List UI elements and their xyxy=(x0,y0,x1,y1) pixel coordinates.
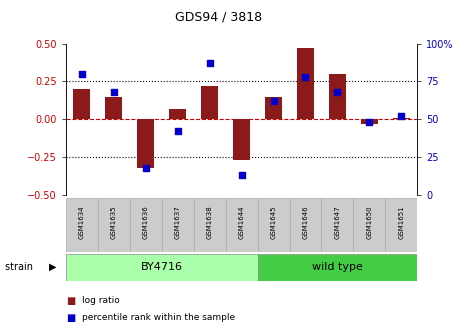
Point xyxy=(142,165,149,170)
Point xyxy=(366,120,373,125)
Bar xyxy=(194,198,226,252)
Bar xyxy=(265,97,282,119)
Bar xyxy=(386,198,417,252)
Point xyxy=(238,173,245,178)
Bar xyxy=(129,198,162,252)
Point xyxy=(398,114,405,119)
Bar xyxy=(137,119,154,168)
Text: ■: ■ xyxy=(66,296,75,306)
Bar xyxy=(289,198,321,252)
Text: GSM1637: GSM1637 xyxy=(174,206,181,239)
Bar xyxy=(66,198,98,252)
Bar xyxy=(354,198,386,252)
Text: GSM1638: GSM1638 xyxy=(206,206,212,239)
Text: ▶: ▶ xyxy=(49,262,56,272)
Point xyxy=(302,74,309,80)
Bar xyxy=(105,97,122,119)
Text: BY4716: BY4716 xyxy=(141,262,182,272)
Text: ■: ■ xyxy=(66,312,75,323)
Point xyxy=(174,129,182,134)
Bar xyxy=(169,109,186,119)
Point xyxy=(334,89,341,95)
Text: percentile rank within the sample: percentile rank within the sample xyxy=(82,313,235,322)
Text: log ratio: log ratio xyxy=(82,296,120,305)
Text: GDS94 / 3818: GDS94 / 3818 xyxy=(174,10,262,24)
Bar xyxy=(329,74,346,119)
Bar xyxy=(226,198,257,252)
Bar xyxy=(257,254,417,281)
Bar xyxy=(361,119,378,124)
Bar xyxy=(162,198,194,252)
Bar xyxy=(297,48,314,119)
Text: GSM1636: GSM1636 xyxy=(143,206,149,239)
Text: GSM1635: GSM1635 xyxy=(111,206,117,239)
Text: wild type: wild type xyxy=(312,262,363,272)
Text: GSM1651: GSM1651 xyxy=(399,206,404,239)
Text: GSM1634: GSM1634 xyxy=(79,206,84,239)
Text: strain: strain xyxy=(5,262,36,272)
Text: GSM1650: GSM1650 xyxy=(366,206,372,239)
Bar xyxy=(321,198,354,252)
Text: GSM1644: GSM1644 xyxy=(239,206,244,239)
Bar xyxy=(233,119,250,160)
Point xyxy=(110,89,117,95)
Text: GSM1646: GSM1646 xyxy=(303,206,309,239)
Bar xyxy=(98,198,129,252)
Text: GSM1645: GSM1645 xyxy=(271,206,277,239)
Bar xyxy=(201,86,219,119)
Text: GSM1647: GSM1647 xyxy=(334,206,340,239)
Point xyxy=(206,61,213,66)
Point xyxy=(270,98,277,104)
Bar xyxy=(73,89,91,119)
Bar xyxy=(393,118,410,119)
Bar xyxy=(257,198,289,252)
Point xyxy=(78,71,85,77)
Bar xyxy=(66,254,257,281)
